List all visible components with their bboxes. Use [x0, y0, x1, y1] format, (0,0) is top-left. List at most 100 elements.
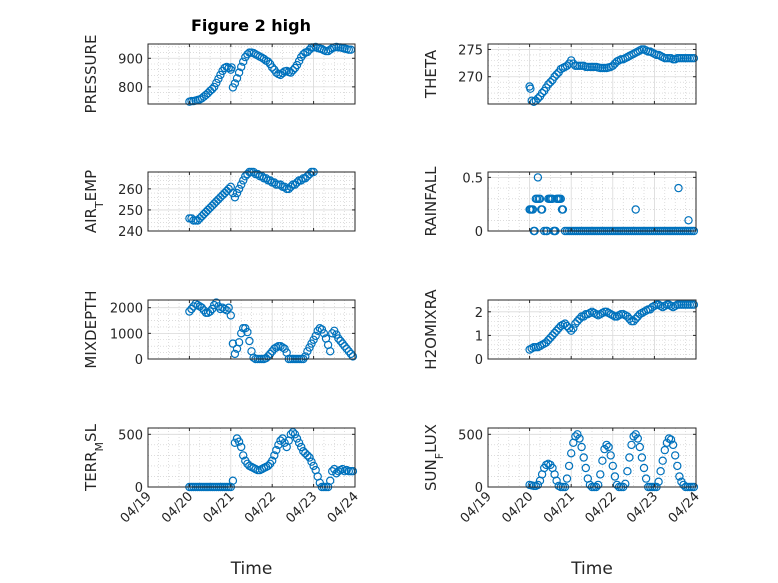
data-point — [299, 50, 308, 59]
data-point — [571, 319, 580, 328]
data-point — [230, 79, 240, 88]
data-point — [290, 430, 300, 439]
plot-area — [148, 428, 355, 487]
axes-box — [487, 171, 697, 232]
data-point — [689, 54, 699, 63]
data-point — [305, 453, 314, 462]
data-point — [278, 68, 287, 78]
data-point — [598, 456, 607, 465]
data-point — [623, 467, 632, 476]
data-point — [268, 63, 277, 72]
data-point — [197, 212, 206, 221]
data-point — [286, 182, 295, 191]
data-point — [639, 463, 649, 473]
data-point — [533, 173, 543, 182]
data-point — [268, 456, 277, 465]
data-point — [631, 430, 640, 439]
data-point — [684, 216, 693, 225]
data-point — [209, 82, 219, 92]
y-tick-label: 0 — [475, 225, 483, 240]
data-point — [301, 352, 310, 361]
data-point — [579, 312, 588, 321]
data-point — [216, 193, 225, 202]
y-tick-label: 1000 — [110, 327, 143, 342]
data-point — [243, 327, 252, 337]
data-point — [292, 434, 302, 443]
y-tick-label: 275 — [458, 43, 483, 58]
data-point — [533, 94, 543, 103]
x-tick-label: 04/20 — [159, 489, 196, 526]
data-point — [328, 467, 337, 476]
data-point — [307, 457, 316, 466]
data-point — [635, 442, 645, 452]
y-tick-label: 240 — [118, 225, 143, 240]
data-point — [552, 326, 561, 335]
x-tick-label: 04/23 — [283, 489, 320, 526]
data-point — [245, 336, 254, 346]
panel-pressure: 800 900 PRESSURE — [82, 35, 356, 113]
data-point — [272, 445, 281, 455]
data-point — [234, 68, 244, 77]
data-point — [564, 461, 574, 471]
x-tick-label: 04/20 — [499, 489, 536, 526]
data-point — [544, 335, 553, 345]
y-axis-label: MIXDEPTH — [82, 290, 100, 368]
data-point — [297, 176, 306, 185]
x-tick-label: 04/21 — [201, 489, 238, 526]
data-point — [230, 349, 240, 359]
data-point — [533, 480, 543, 490]
data-point — [193, 300, 202, 310]
data-point — [625, 453, 634, 462]
data-point — [627, 440, 636, 450]
data-point — [654, 300, 663, 309]
axes-box — [487, 299, 697, 360]
data-point — [292, 60, 302, 70]
data-point — [542, 338, 551, 347]
data-point — [216, 304, 225, 314]
y-tick-label: 800 — [118, 81, 143, 96]
data-point — [675, 472, 684, 481]
data-point — [535, 194, 545, 203]
data-point — [303, 47, 312, 57]
data-point — [334, 334, 343, 343]
data-point — [342, 344, 351, 353]
data-point — [278, 343, 287, 352]
y-tick-label: 2000 — [110, 302, 143, 317]
x-tick-label: 04/21 — [541, 489, 578, 526]
data-point — [569, 324, 578, 333]
panel-h2omixra: 0 1 2 H2OMIXRA — [422, 289, 699, 370]
data-point — [671, 451, 680, 460]
plot-area — [488, 172, 696, 231]
data-point — [232, 74, 242, 83]
data-point — [263, 461, 273, 471]
data-point — [674, 183, 683, 193]
data-point — [303, 451, 312, 460]
data-point — [249, 48, 258, 58]
data-point — [604, 442, 613, 452]
panel-mixdepth: 0 1000 2000 MIXDEPTH — [82, 290, 358, 369]
data-point — [654, 477, 663, 486]
data-point — [238, 451, 248, 460]
data-point — [292, 178, 302, 187]
x-tick-label: 04/23 — [624, 489, 661, 526]
data-point — [575, 434, 584, 443]
data-point — [259, 54, 269, 64]
data-point — [207, 84, 217, 94]
data-point — [573, 430, 582, 439]
data-point — [546, 333, 555, 342]
data-point — [216, 70, 225, 80]
data-point — [602, 440, 611, 450]
data-point — [294, 438, 304, 447]
axes-box — [487, 427, 697, 488]
data-point — [340, 342, 349, 351]
data-point — [288, 66, 298, 75]
y-tick-label: 0 — [475, 353, 483, 368]
data-point — [224, 303, 233, 312]
data-point — [265, 349, 275, 359]
data-point — [228, 188, 238, 198]
axes-box — [147, 171, 356, 232]
data-point — [236, 442, 246, 452]
data-point — [199, 306, 209, 315]
axes-box — [487, 43, 697, 105]
plot-area — [488, 300, 696, 359]
